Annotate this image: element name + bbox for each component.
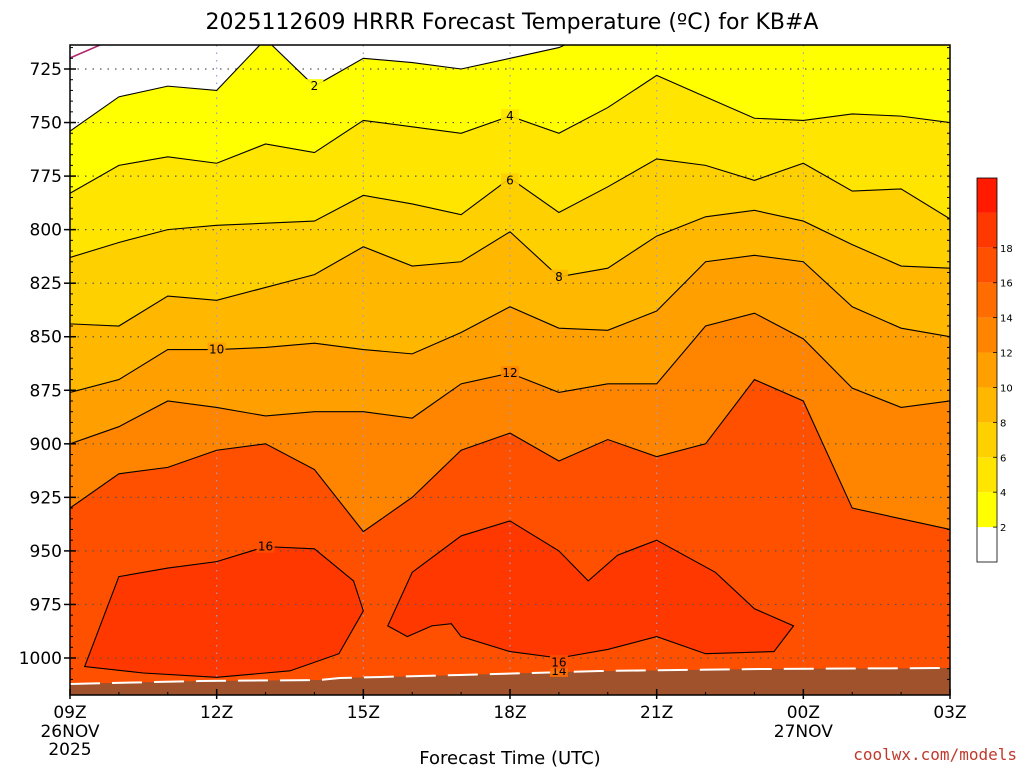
- isotherm-label-bg-9: [549, 655, 568, 669]
- y-tick-label-900: 900: [30, 435, 62, 455]
- colorbar-tick-14: 14: [1000, 314, 1013, 325]
- colorbar-segment-0: [977, 527, 997, 562]
- y-tick-label-800: 800: [30, 221, 62, 241]
- y-tick-label-875: 875: [30, 381, 62, 401]
- isotherm-label-16-9: 16: [551, 655, 566, 669]
- y-tick-label-850: 850: [30, 328, 62, 348]
- x-tick-label-03Z: 03Z: [933, 703, 966, 723]
- isotherm-label-4-2: 4: [506, 109, 514, 123]
- isotherm-label-16-8: 16: [258, 540, 273, 554]
- isotherm-label-12-6: 12: [502, 366, 517, 380]
- colorbar-segment-5: [977, 352, 997, 388]
- fill-below-2: [70, 45, 565, 132]
- y-axis: 725 750 775 800 825 850 875 900 925 950 975 1000: [19, 47, 950, 680]
- isotherm-label-bg-3: [501, 173, 519, 187]
- fill-below-4: [70, 45, 950, 194]
- isotherm-label-bg-1: [305, 79, 324, 93]
- isotherm-16-line-8: [83, 546, 364, 678]
- surface-edge-line: [70, 667, 950, 685]
- colorbar-frame: [976, 177, 998, 563]
- colorbar-segment-7: [977, 282, 997, 318]
- isotherm-label-bg-4: [549, 269, 568, 283]
- y-tick-label-825: 825: [30, 274, 62, 294]
- x-tick-label-00Z: 00Z: [787, 703, 820, 723]
- isotherm-label-bg-8: [256, 539, 275, 553]
- colorbar: 2 4 6 8 10 12 14 16 18: [976, 177, 1013, 563]
- credit-text: coolwx.com/models: [853, 745, 1017, 764]
- colorbar-tick-18: 18: [1000, 244, 1013, 255]
- colorbar-segment-1: [977, 492, 997, 528]
- warm-pocket-fill-2: [387, 520, 794, 658]
- x-tick-date-26NOV: 26NOV: [40, 722, 99, 742]
- x-tick-label-21Z: 21Z: [640, 703, 673, 723]
- x-axis-title: Forecast Time (UTC): [419, 748, 600, 768]
- x-tick-label-12Z: 12Z: [200, 703, 233, 723]
- colorbar-tick-12: 12: [1000, 349, 1013, 360]
- colorbar-tick-10: 10: [1000, 383, 1013, 394]
- isotherm-8-line-4: [70, 209, 950, 327]
- isotherm-label-bg-2: [501, 109, 519, 123]
- colorbar-segment-2: [977, 457, 997, 493]
- warm-pocket-fill-1: [84, 546, 364, 678]
- colorbar-segment-10: [977, 178, 997, 213]
- x-tick-date-27NOV: 27NOV: [774, 722, 833, 742]
- colorbar-tick-6: 6: [1000, 453, 1006, 464]
- colorbar-segment-3: [977, 422, 997, 458]
- y-tick-label-725: 725: [30, 60, 62, 80]
- isotherm-label-bg-5: [207, 342, 226, 356]
- colorbar-segment-4: [977, 387, 997, 423]
- colorbar-segment-9: [977, 212, 997, 248]
- temperature-fill-layers: [70, 45, 950, 695]
- colorbar-tick-4: 4: [1000, 488, 1006, 499]
- x-tick-label-09Z: 09Z: [53, 703, 86, 723]
- terrain-layer: [70, 45, 950, 695]
- colorbar-segment-8: [977, 247, 997, 283]
- y-tick-label-950: 950: [30, 542, 62, 562]
- isotherm-2-line-1: [70, 45, 567, 132]
- colorbar-segment-6: [977, 317, 997, 353]
- isotherm-label-bg-6: [501, 366, 519, 380]
- isotherm-14-line-7: [70, 378, 950, 533]
- colorbar-tick-2: 2: [1000, 523, 1006, 534]
- y-tick-label-925: 925: [30, 488, 62, 508]
- isotherm-label-2-1: 2: [311, 79, 319, 93]
- y-tick-label-750: 750: [30, 114, 62, 134]
- y-tick-label-975: 975: [30, 595, 62, 615]
- isotherm-16-line-9: [387, 520, 795, 659]
- zero-isotherm-line: [70, 45, 101, 59]
- chart-title: 2025112609 HRRR Forecast Temperature (ºC…: [206, 10, 819, 35]
- y-tick-label-775: 775: [30, 167, 62, 187]
- y-tick-label-1000: 1000: [19, 649, 62, 669]
- isotherm-label-10-5: 10: [209, 343, 224, 357]
- colorbar-tick-16: 16: [1000, 279, 1013, 290]
- isotherm-label-8-4: 8: [555, 270, 563, 284]
- terrain-band: [70, 668, 950, 695]
- x-tick-label-18Z: 18Z: [493, 703, 526, 723]
- x-tick-year-2025: 2025: [48, 740, 91, 760]
- isotherm-label-6-3: 6: [506, 173, 514, 187]
- colorbar-tick-8: 8: [1000, 418, 1006, 429]
- x-tick-label-15Z: 15Z: [347, 703, 380, 723]
